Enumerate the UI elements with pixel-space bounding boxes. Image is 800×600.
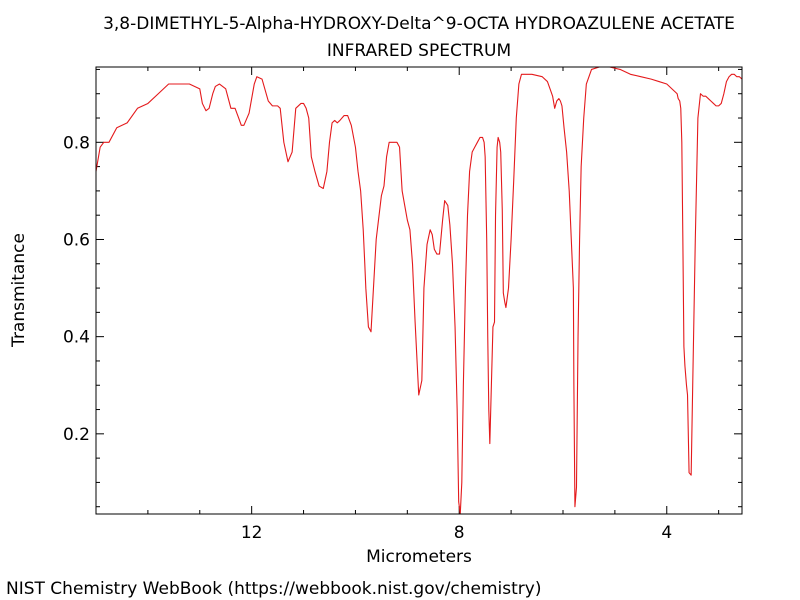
- x-tick-label: 4: [661, 523, 672, 543]
- y-axis-label: Transmitance: [9, 233, 29, 348]
- major-ticks: [96, 67, 742, 514]
- y-tick-label: 0.2: [63, 425, 90, 445]
- series-line: [95, 66, 743, 515]
- y-tick-label: 0.4: [63, 328, 90, 348]
- plot-frame: [95, 66, 743, 515]
- chart-title-line-1: 3,8-DIMETHYL-5-Alpha-HYDROXY-Delta^9-OCT…: [103, 14, 735, 34]
- chart-title-line-2: INFRARED SPECTRUM: [327, 41, 511, 61]
- x-tick-label: 12: [241, 523, 263, 543]
- x-tick-label: 8: [454, 523, 465, 543]
- tick-labels: 12 8 4 0.2 0.4 0.6 0.8: [63, 133, 672, 543]
- y-tick-label: 0.8: [63, 133, 90, 153]
- credit-text: NIST Chemistry WebBook (https://webbook.…: [6, 579, 541, 599]
- y-tick-label: 0.6: [63, 230, 90, 250]
- minor-ticks: [95, 67, 742, 514]
- x-axis-label: Micrometers: [366, 547, 472, 567]
